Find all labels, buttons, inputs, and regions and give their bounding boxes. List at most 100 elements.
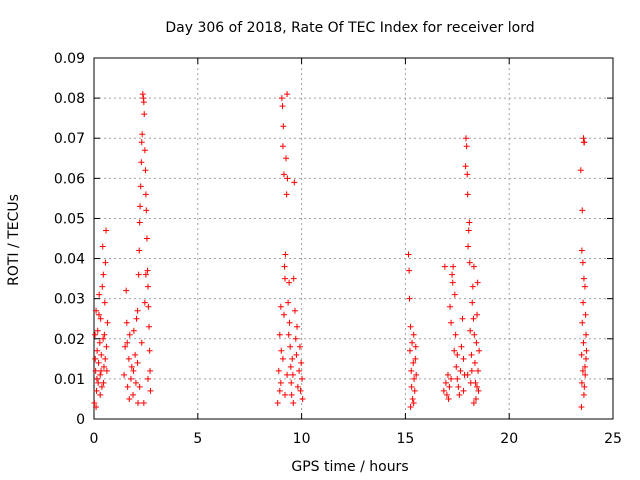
data-point — [146, 323, 153, 330]
data-point — [470, 315, 477, 322]
data-point — [467, 327, 474, 334]
y-axis-label: ROTI / TECUs — [6, 194, 22, 286]
data-point — [472, 395, 479, 402]
data-point — [138, 159, 145, 166]
data-point — [579, 319, 586, 326]
data-point — [455, 383, 462, 390]
data-point — [98, 351, 105, 358]
data-point — [412, 355, 419, 362]
data-point — [133, 315, 140, 322]
data-point — [406, 347, 413, 354]
data-point — [134, 359, 141, 366]
y-tick-label: 0.08 — [54, 91, 85, 107]
data-point — [440, 387, 447, 394]
data-point — [466, 259, 473, 266]
data-point — [147, 387, 154, 394]
data-point — [104, 319, 111, 326]
data-point — [130, 327, 137, 334]
data-point — [294, 383, 301, 390]
data-point — [474, 383, 481, 390]
data-point — [132, 351, 139, 358]
data-point — [124, 339, 131, 346]
data-point — [410, 359, 417, 366]
data-point — [141, 299, 148, 306]
x-tick-label: 20 — [500, 431, 518, 447]
data-point — [92, 367, 99, 374]
data-point — [126, 395, 133, 402]
data-point — [468, 367, 475, 374]
data-point — [460, 355, 467, 362]
data-point — [98, 367, 105, 374]
data-point — [465, 243, 472, 250]
data-point — [581, 363, 588, 370]
data-point — [123, 319, 130, 326]
data-point — [121, 371, 128, 378]
data-point — [473, 339, 480, 346]
data-point — [580, 299, 587, 306]
data-point — [279, 143, 286, 150]
data-point — [287, 363, 294, 370]
data-point — [99, 243, 106, 250]
data-point — [465, 227, 472, 234]
y-tick-label: 0.06 — [54, 171, 85, 187]
data-point — [448, 375, 455, 382]
data-point — [443, 391, 450, 398]
y-tick-label: 0 — [76, 412, 85, 428]
data-point — [451, 347, 458, 354]
data-point — [101, 299, 108, 306]
data-point — [289, 371, 296, 378]
data-point — [408, 383, 415, 390]
data-point — [144, 283, 151, 290]
data-point — [452, 331, 459, 338]
data-point — [471, 331, 478, 338]
data-point — [96, 339, 103, 346]
data-point — [95, 311, 102, 318]
data-point — [457, 367, 464, 374]
data-point — [275, 367, 282, 374]
y-tick-label: 0.02 — [54, 332, 85, 348]
data-point — [447, 303, 454, 310]
data-point — [274, 399, 281, 406]
grid-lines — [94, 58, 613, 419]
data-point — [410, 399, 417, 406]
data-point — [138, 339, 145, 346]
data-point — [281, 263, 288, 270]
data-point — [91, 399, 98, 406]
data-point — [130, 391, 137, 398]
data-point — [137, 183, 144, 190]
data-point — [580, 391, 587, 398]
data-point — [142, 167, 149, 174]
data-point — [445, 395, 452, 402]
chart-title: Day 306 of 2018, Rate Of TEC Index for r… — [165, 20, 534, 36]
data-point — [280, 311, 287, 318]
data-point — [464, 191, 471, 198]
data-point — [472, 379, 479, 386]
data-point — [577, 167, 584, 174]
data-point — [583, 347, 590, 354]
data-point — [412, 343, 419, 350]
data-point — [97, 391, 104, 398]
data-point — [578, 247, 585, 254]
data-point — [579, 207, 586, 214]
data-point — [286, 279, 293, 286]
data-point — [145, 303, 152, 310]
data-point — [578, 403, 585, 410]
data-point — [463, 143, 470, 150]
data-point — [456, 391, 463, 398]
data-point — [582, 311, 589, 318]
y-tick-label: 0.01 — [54, 372, 85, 388]
data-point — [135, 399, 142, 406]
data-point — [580, 275, 587, 282]
data-point — [446, 383, 453, 390]
data-point — [98, 383, 105, 390]
data-point — [140, 399, 147, 406]
data-point — [141, 111, 148, 118]
data-point — [442, 379, 449, 386]
data-point — [100, 363, 107, 370]
y-tick-label: 0.04 — [54, 252, 85, 268]
data-point — [284, 175, 291, 182]
data-point — [453, 363, 460, 370]
data-point — [93, 387, 100, 394]
data-point — [130, 367, 137, 374]
